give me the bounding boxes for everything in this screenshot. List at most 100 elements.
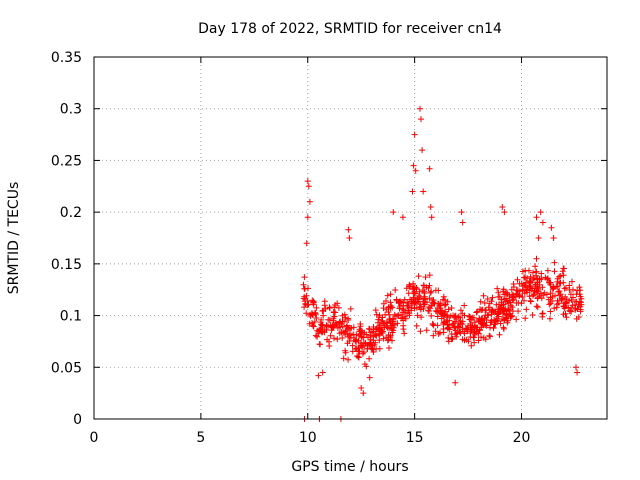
- data-point: [449, 335, 456, 342]
- data-point: [363, 331, 370, 338]
- data-point: [477, 298, 484, 305]
- data-point: [411, 284, 418, 291]
- data-point: [412, 290, 419, 297]
- y-tick-label: 0.35: [51, 50, 82, 66]
- data-point: [491, 321, 498, 328]
- data-point: [480, 334, 487, 341]
- data-point: [557, 273, 564, 279]
- data-point: [533, 268, 540, 275]
- x-tick-label: 15: [406, 430, 424, 446]
- data-point: [426, 272, 433, 279]
- data-point: [368, 329, 375, 336]
- data-point: [531, 275, 538, 282]
- data-point: [465, 338, 472, 345]
- data-point: [542, 274, 549, 281]
- data-point: [302, 298, 308, 305]
- y-tick-label: 0.15: [51, 257, 82, 273]
- data-point: [384, 292, 391, 299]
- data-point: [372, 307, 379, 314]
- data-point: [440, 293, 447, 300]
- data-point: [418, 116, 424, 123]
- data-point: [434, 313, 441, 320]
- x-axis-label: GPS time / hours: [291, 459, 408, 475]
- data-point: [363, 363, 370, 370]
- data-point: [360, 339, 367, 346]
- data-point: [485, 312, 492, 319]
- data-point: [560, 311, 567, 318]
- data-point: [557, 291, 564, 298]
- data-point: [566, 282, 573, 289]
- data-point: [315, 372, 322, 379]
- data-point: [328, 324, 335, 331]
- data-point: [426, 165, 433, 172]
- data-point: [553, 283, 560, 290]
- data-point: [422, 274, 429, 281]
- data-point: [527, 284, 534, 291]
- data-point: [508, 313, 515, 320]
- data-point: [459, 310, 466, 317]
- data-point: [412, 167, 419, 174]
- y-axis-label: SRMTID / TECUs: [6, 182, 22, 295]
- plot-frame: [93, 56, 608, 420]
- data-point: [411, 131, 418, 138]
- data-point: [481, 320, 488, 327]
- data-point: [411, 305, 418, 312]
- data-point: [476, 327, 483, 334]
- data-point: [433, 308, 440, 315]
- data-point: [522, 282, 529, 289]
- data-point: [501, 316, 508, 323]
- data-point: [551, 268, 558, 275]
- data-point: [475, 337, 482, 344]
- data-point: [312, 310, 319, 317]
- data-point: [509, 304, 516, 311]
- data-point: [392, 287, 399, 293]
- data-point: [504, 319, 511, 326]
- data-point: [349, 342, 356, 349]
- data-point: [340, 355, 347, 362]
- data-point: [323, 323, 330, 330]
- data-point: [537, 209, 544, 216]
- data-point: [376, 337, 383, 344]
- data-point: [434, 322, 441, 329]
- data-point: [338, 321, 345, 327]
- data-point: [539, 219, 546, 226]
- data-point: [448, 305, 455, 311]
- data-point: [432, 328, 439, 335]
- y-tick-label: 0.3: [60, 102, 82, 118]
- data-point: [455, 323, 462, 330]
- data-point: [373, 311, 380, 318]
- data-point: [331, 335, 337, 342]
- data-point: [342, 347, 349, 354]
- data-point: [529, 312, 536, 318]
- data-point: [408, 304, 415, 311]
- chart-title: Day 178 of 2022, SRMTID for receiver cn1…: [198, 21, 502, 37]
- data-point: [563, 314, 570, 321]
- data-point: [389, 329, 396, 336]
- data-point: [441, 313, 447, 320]
- data-point: [514, 276, 521, 283]
- data-point: [380, 305, 387, 312]
- data-point: [378, 327, 385, 334]
- data-point: [420, 188, 427, 195]
- data-point: [304, 214, 311, 221]
- data-point: [490, 309, 497, 315]
- data-point: [319, 328, 326, 335]
- data-point: [303, 310, 310, 317]
- data-point: [430, 332, 437, 339]
- data-point: [339, 318, 346, 325]
- data-point: [324, 336, 331, 343]
- data-point: [314, 333, 321, 340]
- data-point: [334, 336, 341, 343]
- data-point: [489, 294, 496, 301]
- x-tick-labels: 0 5 10 15 20: [90, 430, 531, 446]
- data-point: [321, 302, 328, 309]
- data-point: [484, 296, 491, 302]
- data-point: [390, 324, 397, 331]
- data-point: [386, 311, 393, 318]
- data-point: [301, 274, 308, 281]
- data-point: [493, 317, 500, 324]
- data-point: [573, 364, 579, 371]
- data-point: [405, 290, 412, 297]
- data-point: [375, 316, 382, 323]
- data-point: [367, 332, 374, 339]
